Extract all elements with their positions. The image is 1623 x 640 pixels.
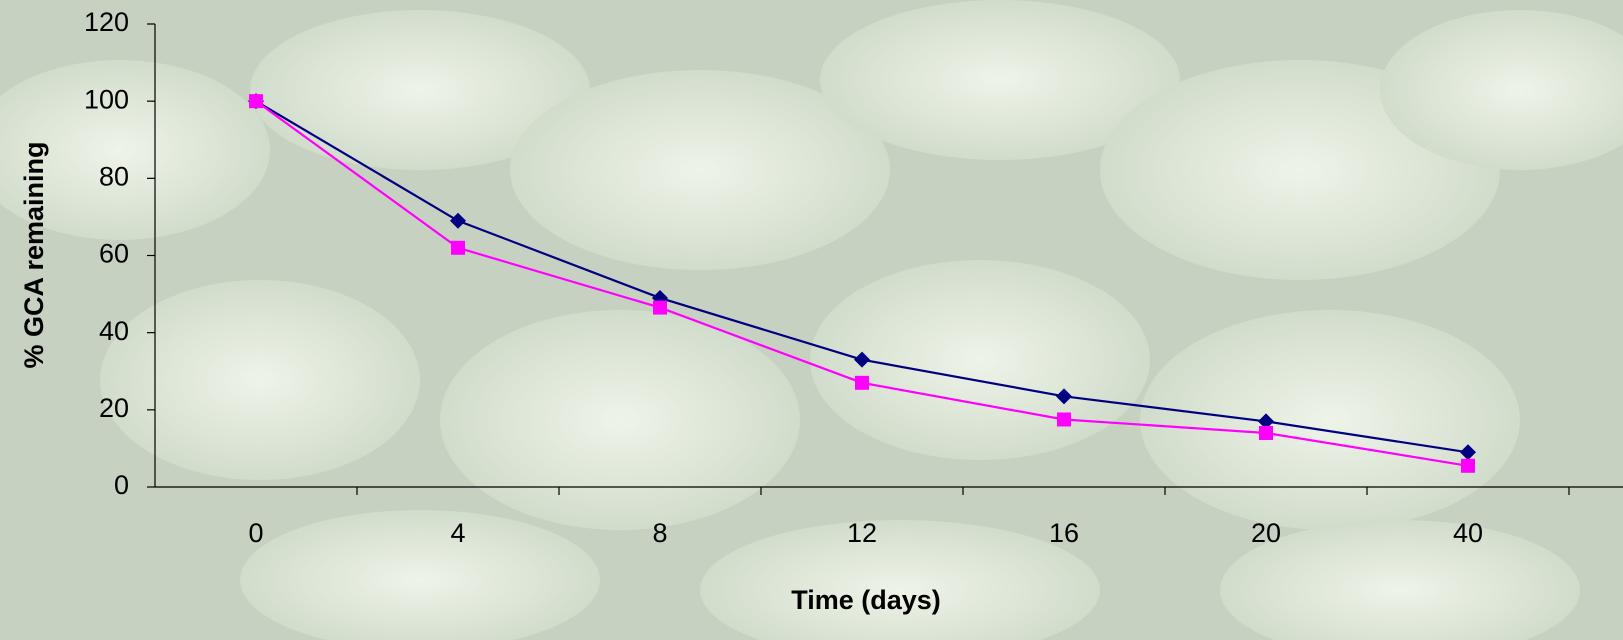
point <box>855 376 869 390</box>
y-axis-label: % GCA remaining <box>19 141 49 368</box>
point <box>249 94 263 108</box>
point <box>1057 412 1071 426</box>
chart: Time (days) % GCA remaining 020406080100… <box>0 0 1623 640</box>
y-tick-label: 100 <box>84 84 129 114</box>
x-axis-label: Time (days) <box>791 585 941 615</box>
y-tick-label: 60 <box>99 239 129 269</box>
x-tick-label: 12 <box>847 518 877 548</box>
point <box>1259 426 1273 440</box>
point <box>1461 459 1475 473</box>
y-tick-label: 80 <box>99 161 129 191</box>
y-tick-label: 20 <box>99 393 129 423</box>
x-tick-label: 4 <box>450 518 465 548</box>
x-tick-label: 0 <box>248 518 263 548</box>
y-tick-label: 40 <box>99 316 129 346</box>
x-tick-label: 40 <box>1453 518 1483 548</box>
point <box>653 301 667 315</box>
x-tick-label: 8 <box>652 518 667 548</box>
x-tick-label: 20 <box>1251 518 1281 548</box>
x-tick-label: 16 <box>1049 518 1079 548</box>
point <box>451 241 465 255</box>
background-photo <box>0 0 1623 640</box>
y-tick-label: 120 <box>84 7 129 37</box>
y-tick-label: 0 <box>114 470 129 500</box>
